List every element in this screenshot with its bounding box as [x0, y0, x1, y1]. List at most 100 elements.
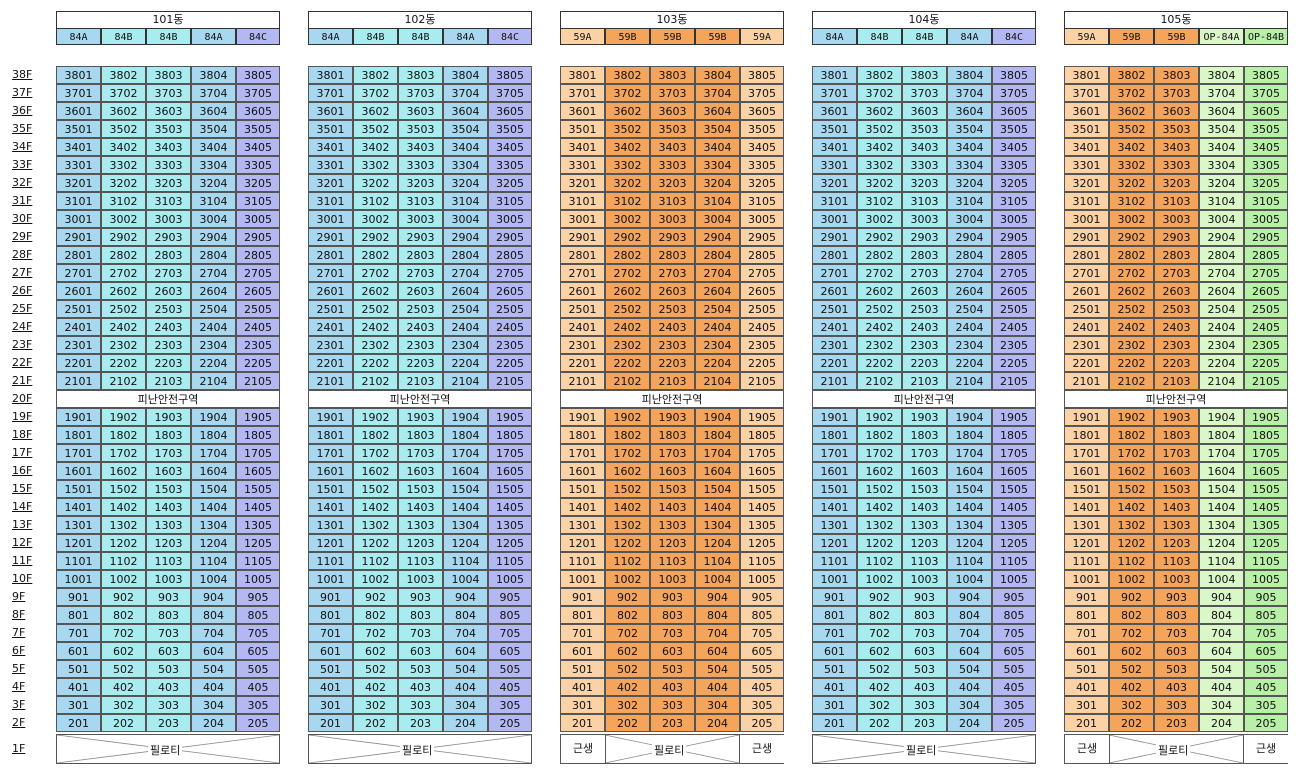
unit-cell: 3401	[812, 138, 857, 156]
unit-cell: 1505	[1244, 480, 1288, 498]
unit-cell: 1702	[1109, 444, 1154, 462]
unit-cell: 2505	[992, 300, 1036, 318]
unit-cell: 1005	[992, 570, 1036, 588]
unit-cell: 1305	[740, 516, 784, 534]
unit-cell: 2703	[1154, 264, 1199, 282]
unit-cell: 2302	[353, 336, 398, 354]
unit-cell: 1201	[308, 534, 353, 552]
unit-cell: 2505	[1244, 300, 1288, 318]
unit-cell: 2504	[191, 300, 236, 318]
unit-type-cell: 84B	[101, 28, 146, 45]
unit-cell: 1605	[236, 462, 280, 480]
unit-cell: 3603	[650, 102, 695, 120]
unit-cell: 2105	[740, 372, 784, 390]
unit-cell: 2803	[650, 246, 695, 264]
unit-cell: 404	[695, 678, 740, 696]
unit-cell: 2501	[560, 300, 605, 318]
unit-cell: 705	[1244, 624, 1288, 642]
unit-cell: 2205	[740, 354, 784, 372]
unit-cell: 3503	[650, 120, 695, 138]
unit-cell: 201	[560, 714, 605, 732]
unit-cell: 3801	[308, 66, 353, 84]
unit-cell: 3404	[443, 138, 488, 156]
unit-cell: 3502	[857, 120, 902, 138]
unit-cell: 2705	[1244, 264, 1288, 282]
unit-cell: 604	[695, 642, 740, 660]
unit-cell: 2503	[650, 300, 695, 318]
unit-cell: 3301	[308, 156, 353, 174]
unit-cell: 1205	[236, 534, 280, 552]
unit-cell: 2705	[488, 264, 532, 282]
unit-cell: 3302	[857, 156, 902, 174]
unit-cell: 2604	[191, 282, 236, 300]
unit-cell: 2903	[1154, 228, 1199, 246]
unit-cell: 2202	[857, 354, 902, 372]
unit-cell: 2603	[1154, 282, 1199, 300]
unit-cell: 1401	[308, 498, 353, 516]
unit-cell: 1404	[695, 498, 740, 516]
unit-cell: 3004	[191, 210, 236, 228]
unit-cell: 1505	[236, 480, 280, 498]
unit-cell: 1103	[398, 552, 443, 570]
unit-cell: 501	[1064, 660, 1109, 678]
unit-cell: 3104	[947, 192, 992, 210]
unit-cell: 1701	[1064, 444, 1109, 462]
unit-cell: 601	[812, 642, 857, 660]
unit-cell: 1601	[308, 462, 353, 480]
unit-cell: 302	[857, 696, 902, 714]
unit-cell: 3604	[1199, 102, 1244, 120]
unit-cell: 3202	[605, 174, 650, 192]
unit-cell: 801	[1064, 606, 1109, 624]
pilotis-row: 필로티 근생 근생	[560, 734, 784, 764]
unit-cell: 3501	[560, 120, 605, 138]
unit-cell: 2201	[812, 354, 857, 372]
unit-cell: 2204	[443, 354, 488, 372]
unit-cell: 1701	[560, 444, 605, 462]
unit-cell: 2902	[857, 228, 902, 246]
unit-cell: 3103	[398, 192, 443, 210]
unit-cell: 2303	[146, 336, 191, 354]
unit-cell: 2604	[1199, 282, 1244, 300]
unit-cell: 3504	[947, 120, 992, 138]
unit-cell: 3602	[605, 102, 650, 120]
unit-cell: 1404	[1199, 498, 1244, 516]
unit-cell: 1305	[992, 516, 1036, 534]
unit-cell: 2603	[902, 282, 947, 300]
unit-cell: 904	[191, 588, 236, 606]
unit-cell: 2203	[650, 354, 695, 372]
unit-cell: 3402	[1109, 138, 1154, 156]
unit-type-cell: 84A	[56, 28, 101, 45]
unit-cell: 3102	[605, 192, 650, 210]
unit-cell: 903	[1154, 588, 1199, 606]
unit-cell: 2304	[695, 336, 740, 354]
unit-cell: 1601	[56, 462, 101, 480]
unit-cell: 603	[1154, 642, 1199, 660]
unit-cell: 3801	[56, 66, 101, 84]
unit-cell: 903	[398, 588, 443, 606]
unit-cell: 402	[605, 678, 650, 696]
unit-cell: 703	[1154, 624, 1199, 642]
unit-cell: 1705	[236, 444, 280, 462]
unit-cell: 705	[488, 624, 532, 642]
unit-cell: 1101	[812, 552, 857, 570]
unit-cell: 201	[812, 714, 857, 732]
unit-cell: 1803	[650, 426, 695, 444]
unit-cell: 2403	[1154, 318, 1199, 336]
unit-cell: 3005	[1244, 210, 1288, 228]
unit-cell: 802	[605, 606, 650, 624]
unit-cell: 401	[1064, 678, 1109, 696]
unit-cell: 2503	[902, 300, 947, 318]
unit-cell: 1401	[1064, 498, 1109, 516]
unit-cell: 1104	[947, 552, 992, 570]
unit-cell: 2805	[740, 246, 784, 264]
pilotis-row: 필로티 근생 근생	[1064, 734, 1288, 764]
unit-cell: 902	[101, 588, 146, 606]
floor-label: 11F	[12, 554, 33, 567]
building-name: 104동	[812, 11, 1036, 29]
unit-cell: 1803	[398, 426, 443, 444]
shop-label-right: 근생	[1243, 735, 1288, 763]
unit-cell: 3303	[398, 156, 443, 174]
unit-cell: 1701	[812, 444, 857, 462]
unit-cell: 1001	[560, 570, 605, 588]
unit-cell: 502	[353, 660, 398, 678]
